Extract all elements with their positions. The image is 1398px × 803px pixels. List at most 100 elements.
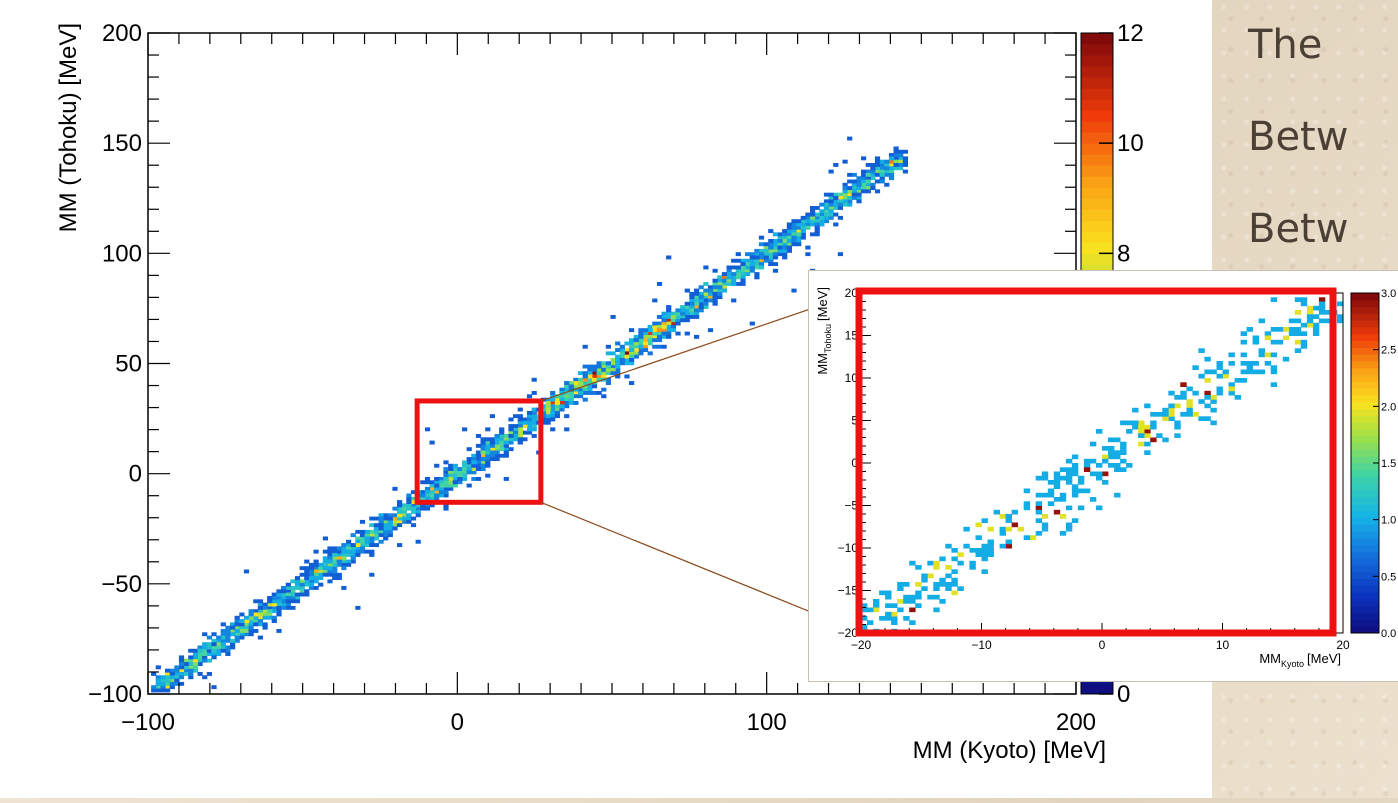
- heatmap-cell: [294, 599, 301, 604]
- heatmap-cell: [322, 566, 328, 571]
- heatmap-cell: [550, 401, 556, 405]
- heatmap-cell: [452, 473, 458, 478]
- heatmap-cell: [735, 275, 741, 280]
- heatmap-cell: [225, 645, 231, 650]
- heatmap-cell: [652, 328, 658, 333]
- heatmap-cell: [174, 675, 180, 680]
- heatmap-cell: [782, 232, 788, 237]
- heatmap-cell: [160, 688, 166, 693]
- heatmap-cell: [1174, 433, 1181, 438]
- heatmap-cell: [893, 156, 899, 161]
- heatmap-cell: [689, 295, 695, 300]
- heatmap-cell: [1108, 463, 1115, 468]
- heatmap-cell: [299, 566, 305, 571]
- heatmap-cell: [281, 592, 287, 597]
- heatmap-cell: [735, 268, 741, 273]
- heatmap-cell: [865, 182, 871, 187]
- heatmap-cell: [564, 391, 570, 395]
- inset-x-label-sub: Kyoto: [1281, 659, 1304, 669]
- heatmap-cell: [480, 453, 486, 458]
- heatmap-cell: [1288, 327, 1296, 332]
- heatmap-cell: [1228, 352, 1235, 358]
- heatmap-cell: [1156, 433, 1163, 438]
- heatmap-cell: [369, 516, 375, 521]
- heatmap-cell: [415, 503, 421, 508]
- heatmap-cell: [638, 344, 644, 349]
- heatmap-cell: [661, 331, 667, 336]
- heatmap-cell: [253, 615, 259, 620]
- heatmap-cell: [582, 364, 588, 369]
- heatmap-cell: [596, 371, 602, 376]
- heatmap-cell: [378, 519, 384, 524]
- heatmap-cell: [629, 381, 635, 385]
- heatmap-cell: [782, 229, 788, 233]
- heatmap-cell: [893, 166, 899, 171]
- heatmap-cell: [888, 163, 895, 167]
- heatmap-cell: [1288, 318, 1296, 324]
- heatmap-cell: [1041, 492, 1049, 498]
- inset-colorbar: 0.00.51.01.52.02.53.0: [1350, 288, 1396, 640]
- heatmap-cell: [462, 473, 468, 478]
- heatmap-cell: [782, 252, 788, 257]
- heatmap-cell: [271, 596, 277, 600]
- heatmap-cell: [1318, 305, 1326, 311]
- heatmap-cell: [1198, 399, 1205, 404]
- heatmap-cell: [192, 668, 199, 673]
- heatmap-cell: [1071, 454, 1079, 460]
- heatmap-cell: [489, 437, 495, 442]
- heatmap-cell: [969, 548, 976, 553]
- heatmap-cell: [165, 675, 171, 680]
- heatmap-cell: [726, 282, 732, 286]
- heatmap-cell: [951, 569, 958, 574]
- heatmap-cell: [165, 688, 171, 693]
- heatmap-cell: [837, 206, 843, 210]
- heatmap-cell: [550, 410, 556, 415]
- heatmap-cell: [271, 609, 277, 614]
- heatmap-cell: [559, 401, 565, 405]
- heatmap-cell: [717, 288, 723, 293]
- heatmap-cell: [731, 258, 737, 263]
- heatmap-cell: [833, 196, 839, 200]
- heatmap-cell: [1150, 437, 1157, 443]
- heatmap-cell: [494, 437, 500, 442]
- heatmap-cell: [999, 531, 1006, 536]
- y-tick-label: −100: [88, 681, 142, 708]
- heatmap-cell: [327, 553, 333, 557]
- heatmap-cell: [1204, 356, 1211, 362]
- heatmap-cell: [485, 450, 491, 455]
- heatmap-cell: [322, 536, 328, 541]
- heatmap-cell: [281, 586, 287, 590]
- colorbar-segment: [1351, 367, 1379, 376]
- heatmap-cell: [903, 599, 910, 604]
- heatmap-cell: [745, 268, 751, 273]
- heatmap-cell: [257, 605, 263, 610]
- heatmap-cell: [248, 619, 254, 623]
- heatmap-cell: [1186, 399, 1193, 404]
- heatmap-cell: [888, 172, 895, 177]
- heatmap-cell: [564, 427, 570, 432]
- heatmap-cell: [397, 506, 403, 511]
- heatmap-cell: [1053, 497, 1061, 502]
- heatmap-cell: [211, 645, 217, 650]
- heatmap-cell: [993, 509, 1000, 515]
- heatmap-cell: [318, 566, 324, 571]
- heatmap-cell: [684, 331, 690, 336]
- heatmap-cell: [308, 576, 315, 580]
- heatmap-cell: [1186, 386, 1193, 392]
- heatmap-cell: [987, 548, 994, 553]
- heatmap-cell: [346, 543, 352, 547]
- heatmap-cell: [909, 560, 916, 566]
- heatmap-cell: [424, 480, 431, 485]
- heatmap-cell: [438, 490, 444, 495]
- heatmap-cell: [861, 607, 868, 613]
- heatmap-cell: [879, 176, 885, 181]
- heatmap-cell: [503, 440, 509, 445]
- heatmap-cell: [406, 506, 412, 511]
- heatmap-cell: [359, 546, 366, 551]
- heatmap-cell: [475, 434, 482, 438]
- heatmap-cell: [517, 407, 523, 412]
- heatmap-cell: [740, 272, 746, 276]
- heatmap-cell: [341, 543, 347, 547]
- heatmap-cell: [800, 229, 806, 233]
- inset-x-axis-label: MMKyoto [MeV]: [1259, 651, 1341, 669]
